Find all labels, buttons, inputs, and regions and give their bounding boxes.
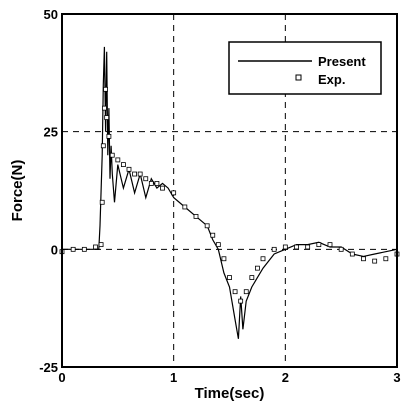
plot-frame xyxy=(61,13,398,368)
y-axis-label: Force(N) xyxy=(9,160,26,222)
data-point-exp xyxy=(126,166,132,172)
data-point-exp xyxy=(102,105,107,111)
data-point-exp xyxy=(160,185,165,191)
data-point-exp xyxy=(227,275,232,280)
data-point-exp xyxy=(338,246,344,252)
data-point-exp xyxy=(99,199,105,205)
data-point-exp xyxy=(193,213,199,219)
data-point-exp xyxy=(106,133,112,139)
data-point-exp xyxy=(243,289,249,295)
legend-exp-marker xyxy=(295,74,302,81)
data-point-exp xyxy=(221,256,227,262)
data-point-exp xyxy=(215,242,221,248)
data-point-exp xyxy=(121,162,126,168)
data-point-exp xyxy=(361,256,366,262)
data-point-exp xyxy=(210,232,216,238)
data-point-exp xyxy=(137,171,143,177)
legend: Present Exp. xyxy=(228,41,382,95)
legend-box xyxy=(228,41,382,95)
data-point-exp xyxy=(327,242,333,248)
data-point-exp xyxy=(154,181,160,186)
data-point-exp xyxy=(260,256,266,262)
y-tick-label: -25 xyxy=(39,360,58,375)
x-tick-label: 3 xyxy=(393,370,400,385)
data-point-exp xyxy=(98,242,104,248)
data-point-exp xyxy=(255,265,260,271)
data-point-exp xyxy=(93,244,98,250)
y-tick-label: 0 xyxy=(51,242,58,257)
data-point-exp xyxy=(383,256,389,262)
data-point-exp xyxy=(249,275,255,280)
data-point-exp xyxy=(294,244,299,250)
data-point-exp xyxy=(171,190,177,196)
data-point-exp xyxy=(81,246,87,252)
data-point-exp xyxy=(204,223,210,229)
legend-exp-label: Exp. xyxy=(318,72,345,87)
legend-present-label: Present xyxy=(318,54,366,69)
x-tick-label: 0 xyxy=(58,370,65,385)
data-point-exp xyxy=(316,242,322,248)
x-tick-label: 2 xyxy=(282,370,289,385)
data-point-exp xyxy=(115,157,121,163)
data-point-exp xyxy=(282,244,288,250)
data-point-exp xyxy=(372,258,378,264)
data-point-exp xyxy=(148,181,154,186)
data-point-exp xyxy=(349,251,355,257)
data-point-exp xyxy=(143,176,149,182)
data-point-exp xyxy=(305,244,311,250)
data-point-exp xyxy=(109,152,115,158)
data-point-exp xyxy=(70,246,76,252)
data-point-exp xyxy=(132,171,137,177)
data-point-exp xyxy=(232,289,238,295)
data-point-exp xyxy=(103,86,108,92)
series-layer xyxy=(59,46,400,339)
series-markers-exp xyxy=(59,86,400,304)
data-point-exp xyxy=(271,246,277,252)
data-point-exp xyxy=(100,143,106,149)
x-axis-label: Time(sec) xyxy=(195,385,265,402)
y-tick-label: 50 xyxy=(44,7,58,22)
data-point-exp xyxy=(182,204,188,210)
y-tick-label: 25 xyxy=(44,125,58,140)
x-tick-label: 1 xyxy=(170,370,177,385)
data-point-exp xyxy=(238,298,244,304)
data-point-exp xyxy=(104,115,110,120)
